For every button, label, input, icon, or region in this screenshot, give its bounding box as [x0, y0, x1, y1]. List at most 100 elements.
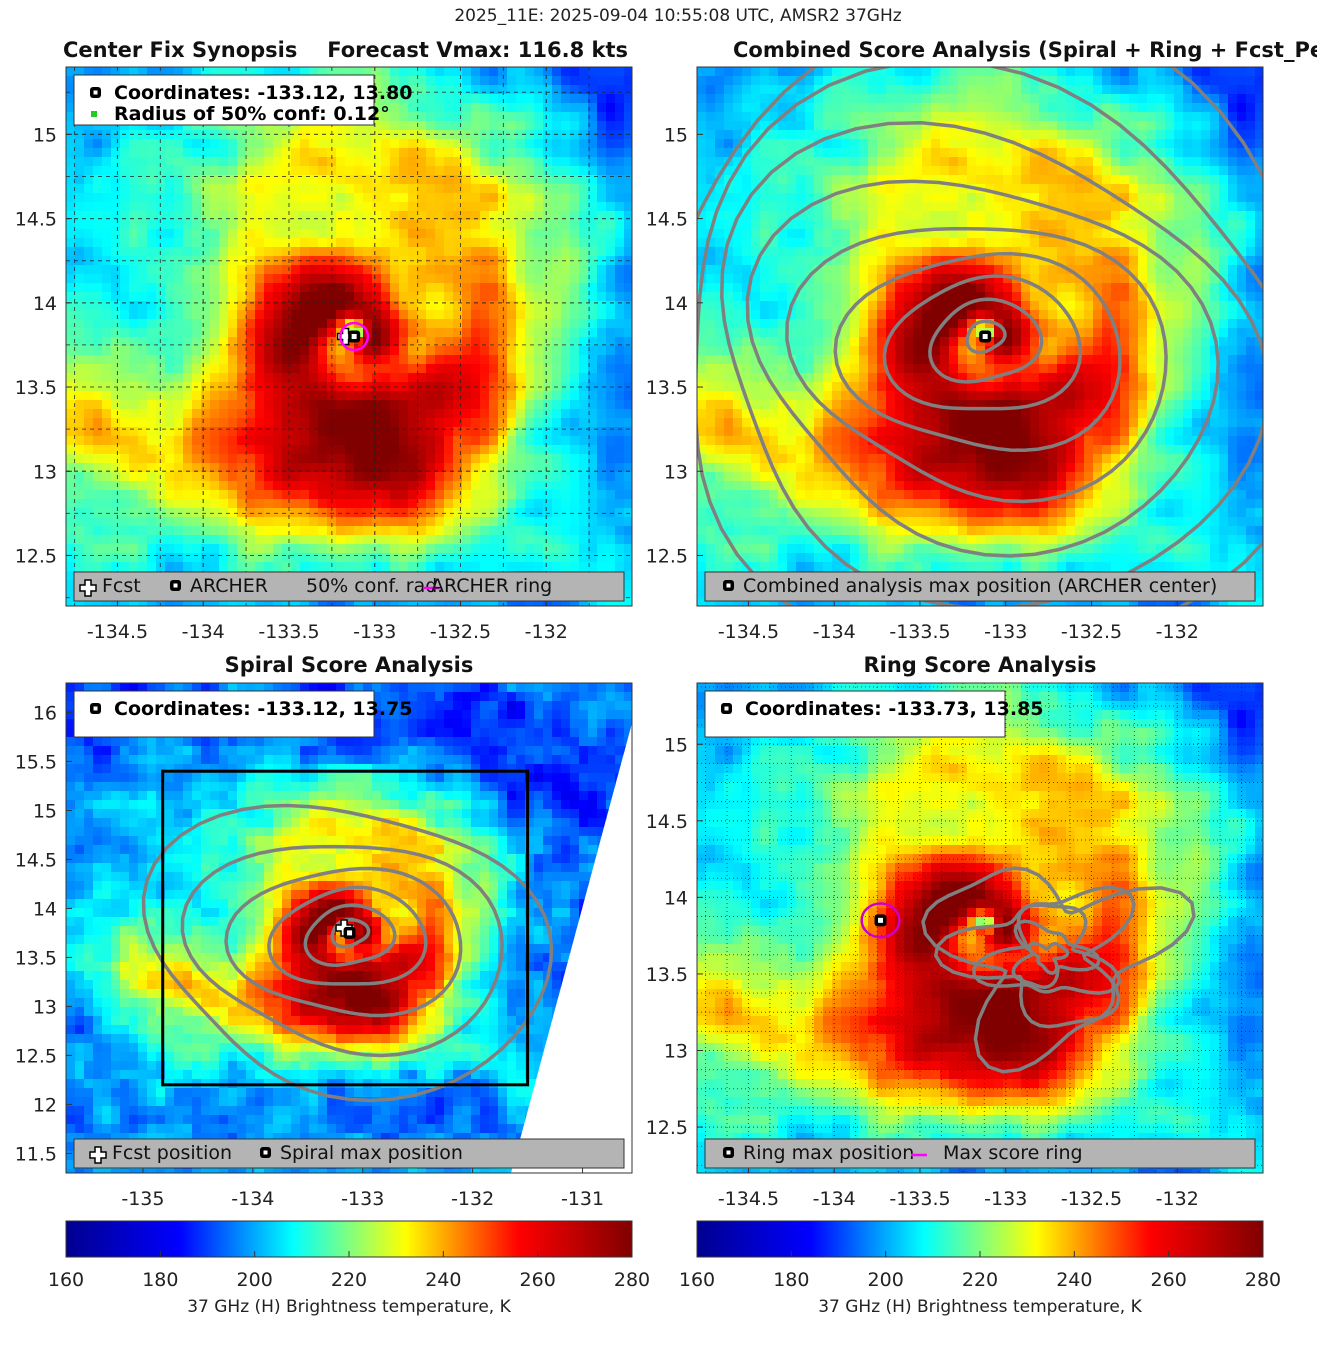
heatmap-cell [336, 238, 346, 248]
heatmap-cell [354, 184, 364, 194]
heatmap-cell [516, 436, 526, 446]
heatmap-cell [498, 526, 508, 536]
heatmap-cell [417, 508, 427, 518]
heatmap-cell [264, 283, 274, 293]
heatmap-cell [156, 508, 166, 518]
heatmap-cell [363, 193, 373, 203]
heatmap-cell [219, 463, 229, 473]
heatmap-cell [507, 544, 517, 554]
heatmap-cell [588, 409, 598, 419]
heatmap-cell [498, 202, 508, 212]
heatmap-cell [1111, 202, 1121, 212]
heatmap-cell [111, 427, 121, 437]
heatmap-cell [742, 220, 752, 230]
heatmap-cell [615, 346, 625, 356]
heatmap-cell [111, 481, 121, 491]
heatmap-cell [615, 274, 625, 284]
heatmap-cell [444, 418, 454, 428]
heatmap-cell [615, 328, 625, 338]
heatmap-cell [543, 526, 553, 536]
heatmap-cell [489, 292, 499, 302]
heatmap-cell [1255, 184, 1263, 194]
heatmap-cell [516, 301, 526, 311]
heatmap-cell [1021, 76, 1031, 86]
heatmap-cell [498, 436, 508, 446]
heatmap-cell [1246, 193, 1256, 203]
heatmap-cell [480, 319, 490, 329]
heatmap-cell [309, 130, 319, 140]
heatmap-cell [399, 94, 409, 104]
heatmap-cell [606, 175, 616, 185]
heatmap-cell [958, 202, 968, 212]
heatmap-cell [165, 274, 175, 284]
heatmap-cell [363, 310, 373, 320]
heatmap-cell [579, 490, 589, 500]
heatmap-cell [111, 310, 121, 320]
heatmap-cell [327, 148, 337, 158]
heatmap-cell [507, 238, 517, 248]
heatmap-cell [147, 409, 157, 419]
heatmap-cell [318, 472, 328, 482]
heatmap-cell [940, 202, 950, 212]
heatmap-cell [967, 76, 977, 86]
heatmap-cell [147, 490, 157, 500]
heatmap-cell [210, 220, 220, 230]
heatmap-cell [408, 319, 418, 329]
heatmap-cell [489, 211, 499, 221]
heatmap-cell [246, 526, 256, 536]
heatmap-cell [120, 292, 130, 302]
heatmap-cell [1012, 220, 1022, 230]
heatmap-cell [273, 211, 283, 221]
heatmap-cell [588, 427, 598, 437]
heatmap-cell [408, 364, 418, 374]
heatmap-cell [1201, 103, 1211, 113]
heatmap-cell [498, 175, 508, 185]
heatmap-cell [444, 184, 454, 194]
heatmap-cell [93, 517, 103, 527]
heatmap-cell [769, 139, 779, 149]
heatmap-cell [399, 139, 409, 149]
heatmap-cell [408, 211, 418, 221]
heatmap-cell [1030, 184, 1040, 194]
heatmap-cell [282, 544, 292, 554]
heatmap-cell [246, 427, 256, 437]
heatmap-cell [525, 472, 535, 482]
heatmap-cell [111, 400, 121, 410]
heatmap-cell [210, 436, 220, 446]
heatmap-cell [183, 265, 193, 275]
heatmap-cell [219, 436, 229, 446]
heatmap-cell [543, 238, 553, 248]
heatmap-cell [606, 319, 616, 329]
heatmap-cell [462, 175, 472, 185]
heatmap-cell [498, 490, 508, 500]
heatmap-cell [913, 103, 923, 113]
heatmap-cell [390, 238, 400, 248]
heatmap-cell [1174, 121, 1184, 131]
heatmap-cell [886, 85, 896, 95]
heatmap-cell [868, 130, 878, 140]
heatmap-cell [1192, 76, 1202, 86]
heatmap-cell [534, 85, 544, 95]
heatmap-cell [561, 274, 571, 284]
heatmap-cell [733, 175, 743, 185]
heatmap-cell [796, 193, 806, 203]
heatmap-cell [624, 346, 632, 356]
heatmap-cell [408, 139, 418, 149]
heatmap-cell [219, 364, 229, 374]
heatmap-cell [219, 256, 229, 266]
heatmap-cell [354, 202, 364, 212]
heatmap-cell [841, 130, 851, 140]
heatmap-cell [570, 364, 580, 374]
heatmap-cell [462, 337, 472, 347]
heatmap-cell [498, 310, 508, 320]
heatmap-cell [489, 85, 499, 95]
heatmap-cell [192, 67, 202, 77]
heatmap-cell [552, 157, 562, 167]
heatmap-cell [1066, 130, 1076, 140]
heatmap-cell [372, 472, 382, 482]
heatmap-cell [498, 157, 508, 167]
heatmap-cell [300, 67, 310, 77]
heatmap-cell [787, 85, 797, 95]
heatmap-cell [111, 184, 121, 194]
